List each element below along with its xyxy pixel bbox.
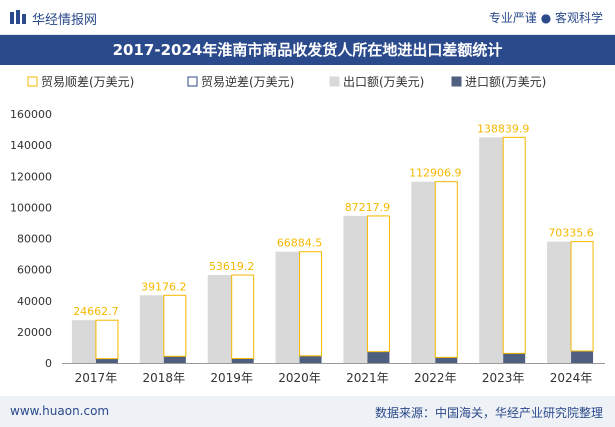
legend-swatch-3 xyxy=(451,76,462,87)
x-tick-label: 2024年 xyxy=(550,371,593,385)
y-tick-label: 40000 xyxy=(17,295,52,308)
surplus-bar xyxy=(231,274,255,359)
export-bar xyxy=(411,181,436,363)
export-bar xyxy=(275,251,300,363)
surplus-data-label: 66884.5 xyxy=(277,237,323,250)
surplus-bar xyxy=(570,241,594,352)
export-bar xyxy=(479,137,504,363)
surplus-bar xyxy=(366,215,390,353)
y-tick-label: 0 xyxy=(45,357,52,370)
x-tick-label: 2017年 xyxy=(75,371,118,385)
legend-label-0: 贸易顺差(万美元) xyxy=(41,75,134,89)
x-tick-label: 2022年 xyxy=(414,371,457,385)
x-tick-label: 2019年 xyxy=(210,371,253,385)
legend-swatch-2 xyxy=(329,76,340,87)
export-bar xyxy=(343,215,368,363)
surplus-bar xyxy=(502,136,526,354)
y-tick-label: 120000 xyxy=(10,170,52,183)
y-tick-label: 20000 xyxy=(17,326,52,339)
y-tick-label: 60000 xyxy=(17,264,52,277)
legend-swatch-0 xyxy=(27,76,38,87)
import-bar xyxy=(231,358,254,363)
legend-label-1: 贸易逆差(万美元) xyxy=(201,74,294,89)
surplus-bar xyxy=(299,251,323,357)
surplus-bar xyxy=(163,294,187,357)
import-bar xyxy=(503,353,526,363)
import-bar xyxy=(95,358,118,363)
surplus-data-label: 39176.2 xyxy=(141,280,187,293)
import-bar xyxy=(571,351,594,363)
import-bar xyxy=(435,357,458,363)
export-bar xyxy=(547,241,572,363)
export-bar xyxy=(207,275,232,363)
export-bar xyxy=(71,320,96,363)
title-bar: 2017-2024年淮南市商品收发货人所在地进出口差额统计 xyxy=(0,35,615,65)
x-tick-label: 2020年 xyxy=(278,371,321,385)
chart-title: 2017-2024年淮南市商品收发货人所在地进出口差额统计 xyxy=(112,41,503,59)
import-bar xyxy=(299,355,322,363)
surplus-bar xyxy=(434,181,458,358)
x-tick-label: 2021年 xyxy=(346,371,389,385)
surplus-data-label: 112906.9 xyxy=(409,167,462,180)
y-tick-label: 80000 xyxy=(17,233,52,246)
surplus-bar xyxy=(95,319,119,360)
surplus-data-label: 70335.6 xyxy=(548,227,594,240)
website-link[interactable]: www.huaon.com xyxy=(10,404,110,418)
chart: 贸易顺差(万美元) 贸易逆差(万美元) 出口额(万美元) 进口额(万美元) 0 20000… xyxy=(10,74,605,385)
data-source: 数据来源：中国海关，华经产业研究院整理 xyxy=(374,406,603,420)
legend-label-2: 出口额(万美元) xyxy=(343,75,424,89)
y-tick-label: 100000 xyxy=(10,201,52,214)
import-bar xyxy=(367,351,390,363)
export-bar xyxy=(139,295,164,363)
surplus-data-label: 138839.9 xyxy=(477,122,530,135)
legend-label-3: 进口额(万美元) xyxy=(465,75,546,89)
brand-name: 华经情报网 xyxy=(32,13,98,28)
surplus-data-label: 24662.7 xyxy=(73,305,119,318)
import-bar xyxy=(163,356,186,363)
x-tick-label: 2018年 xyxy=(143,371,186,385)
tagline: 专业严谨 ● 客观科学 xyxy=(488,11,603,25)
y-tick-label: 160000 xyxy=(10,108,52,121)
surplus-data-label: 53619.2 xyxy=(209,260,255,273)
y-tick-label: 140000 xyxy=(10,139,52,152)
top-bar: 华经情报网 专业严谨 ● 客观科学 xyxy=(0,0,615,35)
footer-bar: www.huaon.com 数据来源：中国海关，华经产业研究院整理 xyxy=(0,396,615,427)
legend-swatch-1 xyxy=(187,76,198,87)
logo-icon xyxy=(10,10,26,24)
x-tick-label: 2023年 xyxy=(482,371,525,385)
surplus-data-label: 87217.9 xyxy=(345,201,391,214)
